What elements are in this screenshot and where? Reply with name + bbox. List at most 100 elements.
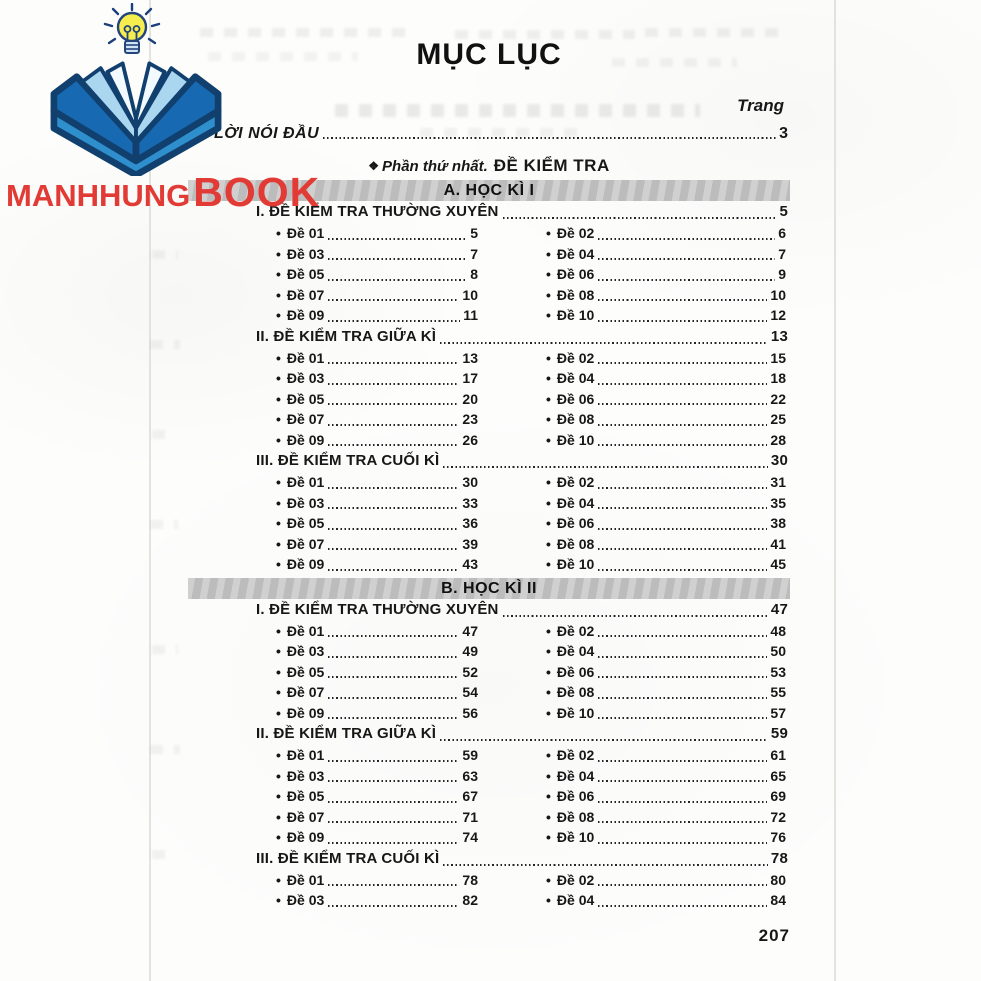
page-number: 55 bbox=[770, 684, 786, 700]
page-number: 3 bbox=[779, 125, 788, 142]
entry-label: Đề 08 bbox=[556, 535, 595, 552]
dotted-leader bbox=[328, 904, 460, 907]
bullet-icon: • bbox=[276, 788, 281, 804]
subsection-heading: III. ĐỀ KIỂM TRA CUỐI KÌ 78 bbox=[188, 848, 790, 870]
bleed-through-artifact bbox=[150, 340, 180, 349]
page-edge-left bbox=[149, 0, 151, 981]
dotted-leader bbox=[328, 423, 460, 426]
part-title: ĐỀ KIỂM TRA bbox=[493, 156, 610, 175]
footer-page-number: 207 bbox=[758, 926, 790, 945]
toc-entry: • Đề 03 82 bbox=[276, 890, 478, 911]
bullet-icon: • bbox=[276, 663, 281, 680]
dotted-leader bbox=[598, 568, 768, 571]
bullet-icon: • bbox=[276, 349, 281, 366]
page-number: 74 bbox=[462, 829, 478, 845]
toc-entry: • Đề 08 10 bbox=[546, 285, 786, 306]
bullet-icon: • bbox=[546, 349, 551, 366]
dotted-leader bbox=[598, 237, 776, 240]
toc-content: MỤC LỤC Trang LỜI NÓI ĐẦU 3 ❖ Phần thứ nh… bbox=[188, 30, 790, 911]
entry-label: Đề 07 bbox=[286, 286, 325, 303]
entry-label: Đề 10 bbox=[556, 556, 595, 572]
entry-label: Đề 01 bbox=[286, 747, 325, 763]
toc-entry: • Đề 09 11 bbox=[276, 305, 478, 326]
bullet-icon: • bbox=[276, 390, 281, 407]
entry-grid: • Đề 01 78 • Đề 02 80 • Đề 03 82 • Đề 04 84 bbox=[188, 870, 790, 911]
dotted-leader bbox=[328, 655, 460, 658]
entry-grid: • Đề 01 5 • Đề 02 6 • Đề 03 7 • Đề 04 7 • Đề 05 8 • Đề 0… bbox=[188, 223, 790, 326]
toc-entry: • Đề 03 17 bbox=[276, 368, 478, 389]
entry-label: Đề 03 bbox=[286, 767, 325, 784]
bullet-icon: • bbox=[276, 892, 281, 908]
bullet-icon: • bbox=[546, 411, 551, 427]
entry-label: Đề 07 bbox=[286, 411, 325, 427]
dotted-leader bbox=[598, 527, 768, 530]
entry-label: Đề 06 bbox=[556, 663, 595, 680]
entry-label: Đề 05 bbox=[286, 663, 325, 680]
brand-name-book: BOOK bbox=[193, 169, 321, 215]
toc-entry: • Đề 05 20 bbox=[276, 389, 478, 410]
entry-label: Đề 10 bbox=[556, 431, 595, 448]
page-number: 26 bbox=[462, 431, 478, 448]
bullet-icon: • bbox=[546, 390, 551, 407]
toc-entry: • Đề 04 35 bbox=[546, 493, 786, 514]
bleed-through-artifact bbox=[152, 850, 176, 859]
toc-entry: • Đề 08 25 bbox=[546, 409, 786, 430]
page-number: 20 bbox=[462, 390, 478, 407]
section-banner: B. HỌC KÌ II bbox=[188, 577, 790, 599]
dotted-leader bbox=[328, 299, 460, 301]
dotted-leader bbox=[328, 507, 460, 509]
bullet-icon: • bbox=[546, 684, 551, 700]
toc-entry: • Đề 01 5 bbox=[276, 223, 478, 244]
subsection-heading-label: III. ĐỀ KIỂM TRA CUỐI KÌ bbox=[256, 452, 440, 469]
toc-entry: • Đề 02 6 bbox=[546, 223, 786, 244]
dotted-leader bbox=[598, 507, 768, 509]
dotted-leader bbox=[598, 780, 768, 782]
page-number: 5 bbox=[779, 203, 788, 220]
entry-label: Đề 09 bbox=[286, 704, 325, 721]
entry-label: Đề 06 bbox=[556, 390, 595, 407]
page-number: 30 bbox=[770, 452, 788, 469]
entry-label: Đề 07 bbox=[286, 684, 325, 700]
page-number: 49 bbox=[462, 643, 478, 659]
preface-label: LỜI NÓI ĐẦU bbox=[214, 125, 320, 142]
page-number: 6 bbox=[778, 225, 786, 241]
dotted-leader bbox=[328, 403, 460, 405]
bullet-icon: • bbox=[276, 370, 281, 386]
bullet-icon: • bbox=[276, 643, 281, 659]
toc-entry: • Đề 05 67 bbox=[276, 786, 478, 807]
dotted-leader bbox=[502, 614, 768, 617]
page-number: 76 bbox=[770, 829, 786, 845]
entry-label: Đề 09 bbox=[286, 307, 325, 323]
entry-grid: • Đề 01 13 • Đề 02 15 • Đề 03 17 • Đề 04 18 • Đề 05 20… bbox=[188, 348, 790, 451]
page-number: 50 bbox=[770, 643, 786, 659]
bullet-icon: • bbox=[546, 515, 551, 531]
toc-sections: A. HỌC KÌ I I. ĐỀ KIỂM TRA THƯỜNG XUYÊN 5 •… bbox=[188, 180, 790, 911]
page-number: 31 bbox=[770, 474, 786, 490]
bullet-icon: • bbox=[546, 829, 551, 845]
dotted-leader bbox=[328, 444, 460, 446]
page-number: 82 bbox=[462, 892, 478, 908]
page-number: 10 bbox=[462, 286, 478, 303]
dotted-leader bbox=[328, 800, 460, 803]
dotted-leader bbox=[598, 319, 768, 322]
dotted-leader bbox=[323, 137, 777, 139]
toc-entry: • Đề 07 10 bbox=[276, 285, 478, 306]
dotted-leader bbox=[598, 278, 776, 281]
toc-entry: • Đề 02 15 bbox=[546, 348, 786, 369]
toc-entry: • Đề 10 12 bbox=[546, 305, 786, 326]
page-number: 8 bbox=[470, 266, 478, 282]
entry-label: Đề 09 bbox=[286, 556, 325, 572]
dotted-leader bbox=[598, 676, 768, 678]
toc-entry: • Đề 01 78 bbox=[276, 870, 478, 891]
entry-label: Đề 02 bbox=[556, 225, 595, 241]
dotted-leader bbox=[598, 299, 768, 301]
entry-label: Đề 05 bbox=[286, 390, 325, 407]
dotted-leader bbox=[328, 568, 460, 571]
page-number: 48 bbox=[770, 622, 786, 639]
toc-entry: • Đề 07 71 bbox=[276, 807, 478, 828]
bullet-icon: • bbox=[276, 245, 281, 262]
dotted-leader bbox=[598, 548, 768, 550]
toc-entry: • Đề 03 49 bbox=[276, 641, 478, 662]
page-number: 13 bbox=[462, 349, 478, 366]
page-number: 25 bbox=[770, 411, 786, 427]
